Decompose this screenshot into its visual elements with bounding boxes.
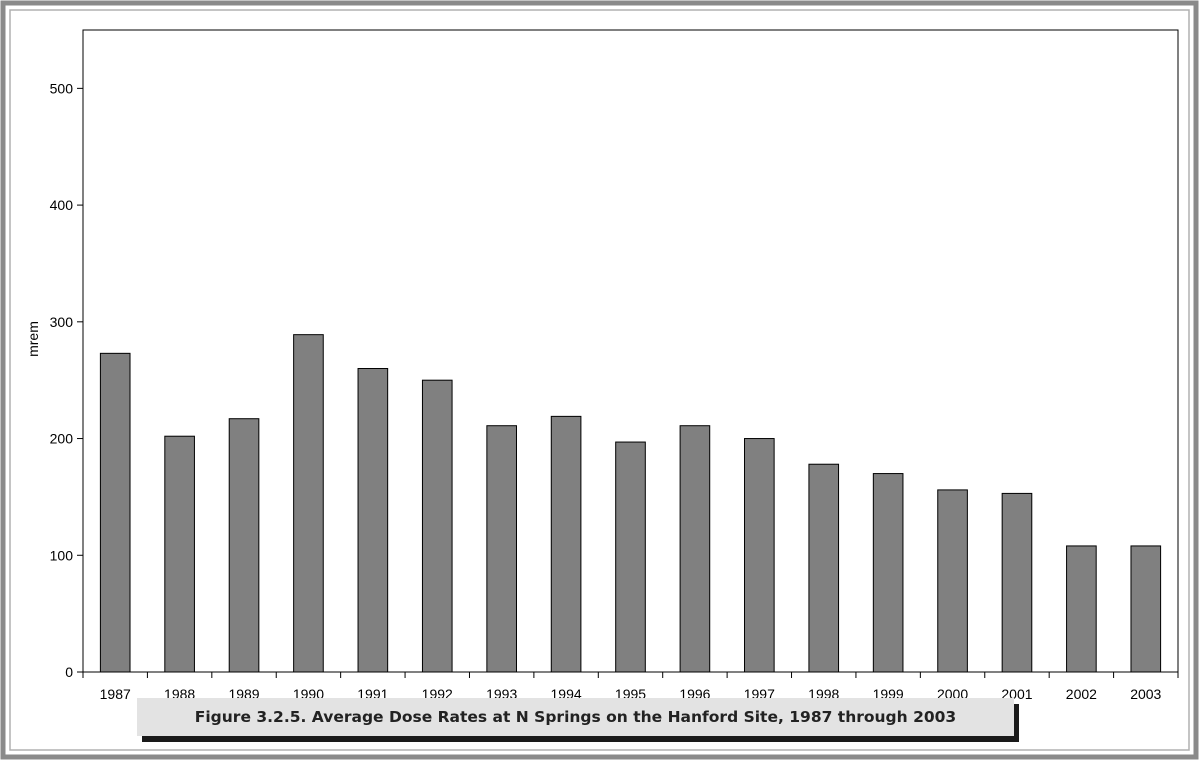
figure-caption-box: Figure 3.2.5. Average Dose Rates at N Sp… [137, 698, 1014, 736]
bar-1992 [421, 379, 453, 673]
figure-caption: Figure 3.2.5. Average Dose Rates at N Sp… [194, 708, 957, 726]
bar-1994 [550, 415, 582, 673]
bar-1991 [357, 368, 389, 673]
bar-2001 [1001, 492, 1033, 673]
bar-1987 [99, 352, 131, 673]
bar-1993 [486, 425, 517, 673]
bar-2000 [937, 489, 968, 673]
bar-1995 [615, 441, 646, 673]
bar-1998 [808, 463, 840, 673]
bar-1997 [744, 438, 775, 673]
x-tick-label: 1987 [100, 686, 131, 702]
bar-2003 [1130, 545, 1162, 673]
y-tick-label: 300 [50, 314, 74, 330]
bar-1988 [164, 435, 195, 673]
x-tick-label: 2003 [1130, 686, 1161, 702]
y-axis-label: mrem [25, 321, 41, 357]
y-tick-label: 100 [50, 547, 74, 563]
y-tick-label: 400 [50, 197, 74, 213]
bar-1989 [228, 418, 260, 673]
y-tick-label: 500 [50, 80, 74, 96]
bar-2002 [1066, 545, 1097, 673]
y-tick-label: 200 [50, 431, 74, 447]
bar-1996 [679, 425, 711, 673]
y-tick-label: 0 [65, 664, 73, 680]
bar-1990 [293, 334, 324, 673]
x-tick-label: 2002 [1066, 686, 1097, 702]
bar-1999 [872, 473, 904, 673]
